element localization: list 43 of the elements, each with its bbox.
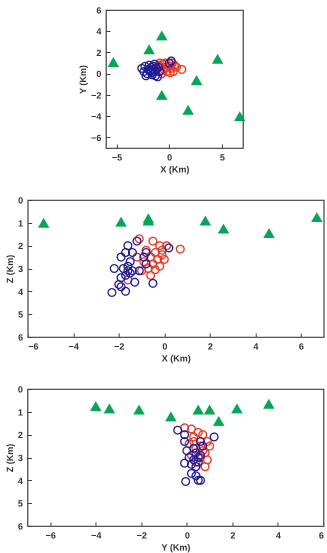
y-tick-label: 0: [18, 384, 23, 394]
y-tick-label: 4: [18, 476, 23, 486]
y-tick-label: −6: [91, 132, 102, 143]
y-tick-label: 1: [18, 407, 23, 418]
x-axis-title: X (Km): [162, 354, 191, 364]
x-tick-label: 4: [253, 342, 258, 352]
y-tick-label: 2: [96, 48, 102, 58]
y-tick-label: 0: [96, 69, 102, 80]
x-tick-label: 5: [220, 152, 225, 162]
x-tick-label: −6: [46, 530, 56, 540]
y-tick-label: 2: [18, 430, 23, 440]
x-tick-label: −5: [112, 152, 122, 162]
y-tick-label: 4: [18, 286, 24, 297]
y-tick-label: 4: [96, 26, 102, 37]
x-tick-label: 0: [167, 152, 172, 162]
y-tick-label: 3: [18, 264, 24, 274]
x-tick-label: 2: [208, 342, 213, 352]
y-tick-label: 6: [96, 6, 102, 16]
x-tick-label: 2: [230, 530, 236, 540]
y-tick-label: −4: [91, 112, 102, 122]
x-tick-label: −6: [28, 342, 38, 352]
x-tick-label: 0: [184, 530, 190, 540]
y-axis-title: Z (Km): [4, 444, 15, 472]
y-tick-label: −2: [91, 90, 102, 100]
x-axis-title: X (Km): [160, 164, 190, 174]
y-tick-label: 6: [18, 332, 24, 342]
y-tick-label: 5: [18, 498, 23, 509]
y-axis-title: Z (Km): [5, 254, 16, 284]
x-tick-label: 6: [298, 342, 304, 352]
y-tick-label: 2: [18, 241, 24, 252]
y-tick-label: 3: [18, 453, 23, 463]
y-tick-label: 0: [18, 196, 24, 206]
y-axis-title: Y (Km): [78, 65, 88, 94]
x-tick-label: −2: [114, 342, 124, 352]
y-tick-label: 6: [18, 522, 23, 532]
x-axis-title: Y (Km): [162, 542, 190, 552]
y-tick-label: 5: [18, 310, 24, 320]
x-tick-label: −4: [68, 342, 79, 352]
x-tick-label: 4: [276, 530, 281, 540]
x-tick-label: 0: [162, 342, 168, 352]
x-tick-label: −2: [136, 530, 147, 540]
y-tick-label: 1: [18, 218, 24, 228]
x-tick-label: 6: [318, 530, 324, 540]
